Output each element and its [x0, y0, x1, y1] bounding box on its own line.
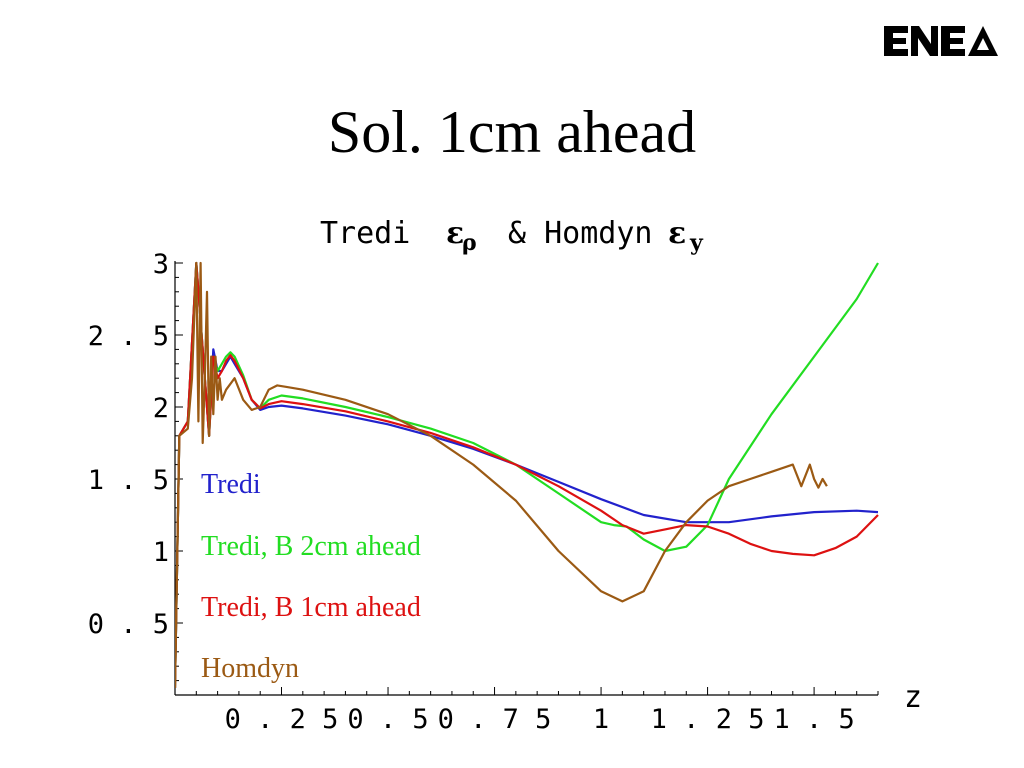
chart-title-part-1: Tredi	[320, 216, 410, 251]
logo-letter-e1	[884, 26, 908, 56]
chart-title-epsilon-2: ε	[668, 216, 686, 251]
logo-letter-n	[911, 26, 938, 56]
y-tick-label: 2 . 5	[88, 321, 169, 352]
enea-logo	[884, 26, 998, 56]
slide-title: Sol. 1cm ahead	[327, 99, 697, 165]
chart-title-epsilon-1: ε	[446, 216, 464, 251]
logo-letter-a	[968, 26, 998, 56]
legend-item-1: Tredi	[201, 469, 261, 500]
legend-item-4: Homdyn	[201, 653, 299, 684]
chart-title: Tredi ε ρ & Homdyn ε y	[320, 216, 704, 256]
legend: Tredi Tredi, B 2cm ahead Tredi, B 1cm ahea…	[201, 469, 421, 684]
x-tick-label: 0 . 5	[347, 704, 428, 735]
series-line-3	[175, 261, 879, 688]
x-tick-label: 0 . 7 5	[438, 704, 552, 735]
series-line-2	[175, 261, 879, 688]
x-axis-label: z	[904, 680, 922, 715]
y-tick-label: 3	[153, 249, 169, 280]
series-line-4	[175, 261, 828, 688]
logo-letter-e2	[941, 26, 965, 56]
series-line-1	[175, 261, 879, 688]
x-tick-label: 1	[593, 704, 609, 735]
x-tick-label: 1 . 5	[773, 704, 854, 735]
y-tick-label: 2	[153, 393, 169, 424]
chart-title-rho: ρ	[462, 230, 477, 256]
y-tick-label: 1 . 5	[88, 465, 169, 496]
x-tick-label: 1 . 2 5	[651, 704, 765, 735]
chart-title-part-2: & Homdyn	[508, 216, 653, 251]
axes: 0 . 2 5 0 . 5 0 . 7 5 1 1 . 2 5 1 . 5 0 . 5 1 1 …	[88, 249, 922, 735]
x-tick-label: 0 . 2 5	[225, 704, 339, 735]
y-tick-label: 0 . 5	[88, 609, 169, 640]
legend-item-2: Tredi, B 2cm ahead	[201, 531, 421, 562]
chart-title-y: y	[689, 230, 704, 256]
y-tick-label: 1	[153, 537, 169, 568]
series-layer	[175, 261, 879, 688]
legend-item-3: Tredi, B 1cm ahead	[201, 592, 421, 623]
